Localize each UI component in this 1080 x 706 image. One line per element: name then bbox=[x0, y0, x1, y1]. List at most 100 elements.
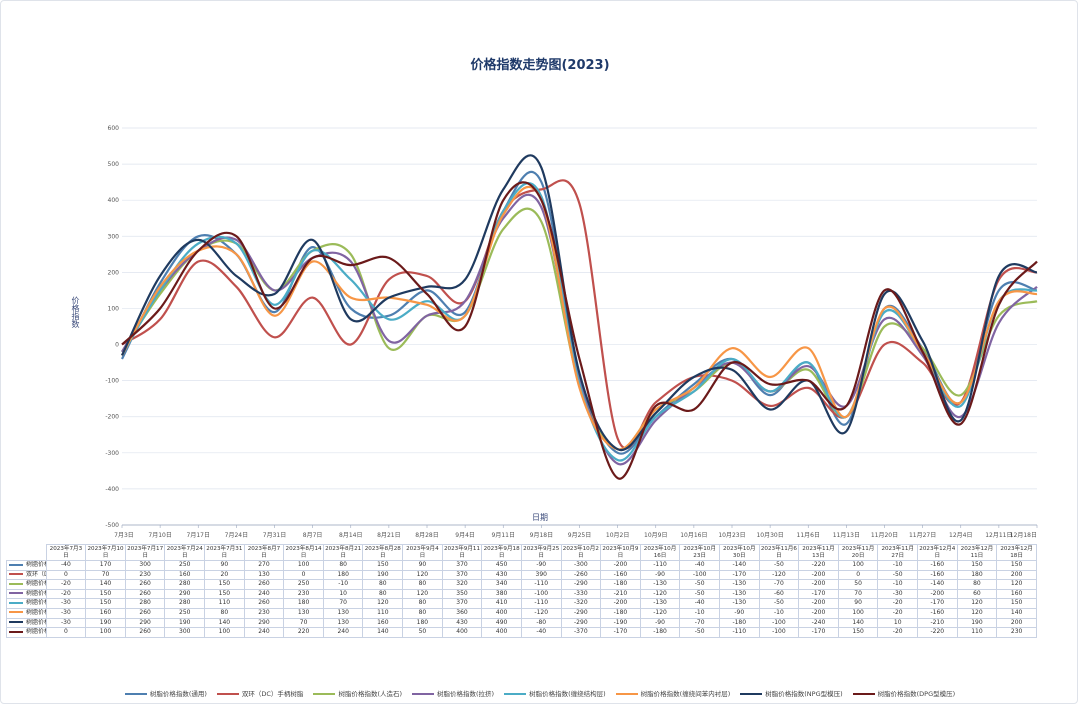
x-tick-label: 9月11日 bbox=[492, 532, 515, 539]
table-cell: 50 bbox=[402, 627, 443, 638]
table-cell: 0 bbox=[837, 569, 879, 581]
series-swatch bbox=[9, 621, 23, 624]
series-name-cell: 树脂价格指数(缠绕间苯内衬层) bbox=[6, 607, 47, 619]
table-cell: -110 bbox=[520, 579, 562, 590]
table-cell: 370 bbox=[441, 569, 483, 581]
legend-label: 树脂价格指数(拉挤) bbox=[437, 690, 495, 698]
table-column-header: 2023年10月30日 bbox=[718, 544, 760, 561]
series-name: 树脂价格指数(缠绕结构层) bbox=[26, 599, 45, 607]
table-cell: -110 bbox=[520, 598, 562, 609]
table-column-header: 2023年7月31日 bbox=[204, 544, 245, 561]
table-cell: -130 bbox=[639, 579, 681, 590]
x-tick-label: 10月23日 bbox=[718, 532, 745, 539]
x-axis-title: 日期 bbox=[532, 513, 548, 522]
x-tick-label: 11月6日 bbox=[797, 532, 820, 539]
table-cell: 150 bbox=[956, 560, 998, 571]
table-cell: 140 bbox=[204, 617, 245, 629]
series-line-1 bbox=[121, 179, 1038, 450]
table-cell: -40 bbox=[679, 598, 720, 609]
table-cell: 160 bbox=[85, 607, 126, 619]
legend-swatch bbox=[412, 693, 435, 695]
table-row: 树脂价格指数(NPG型模压)-3019029019014029070130160… bbox=[6, 617, 1037, 629]
table-cell: -330 bbox=[560, 588, 602, 600]
table-cell: 140 bbox=[362, 627, 404, 638]
table-cell: -180 bbox=[639, 627, 681, 638]
series-name: 树脂价格指数(通用) bbox=[26, 561, 45, 568]
legend-item: 树脂价格指数(拉挤) bbox=[412, 688, 494, 698]
table-cell: -220 bbox=[798, 560, 839, 571]
table-cell: -30 bbox=[877, 588, 919, 600]
table-cell: 20 bbox=[204, 569, 245, 581]
table-cell: 60 bbox=[956, 588, 998, 600]
legend-label: 树脂价格指数(缠绕间苯内衬层) bbox=[640, 690, 731, 698]
series-name-cell: 树脂价格指数(NPG型模压) bbox=[6, 617, 47, 629]
table-cell: 70 bbox=[85, 569, 126, 581]
table-cell: 360 bbox=[441, 607, 483, 619]
table-cell: -20 bbox=[45, 579, 87, 590]
table-cell: 80 bbox=[204, 607, 245, 619]
table-cell: 140 bbox=[85, 579, 126, 590]
table-cell: 250 bbox=[164, 607, 206, 619]
table-cell: 130 bbox=[322, 617, 364, 629]
table-column-header: 2023年12月11日 bbox=[956, 544, 998, 561]
x-tick-label: 11月20日 bbox=[871, 532, 898, 539]
legend-item: 树脂价格指数(NPG型模压) bbox=[740, 688, 843, 698]
table-cell: 160 bbox=[362, 617, 404, 629]
table-cell: 490 bbox=[481, 617, 522, 629]
table-cell: -160 bbox=[917, 569, 958, 581]
table-cell: 400 bbox=[481, 607, 522, 619]
table-cell: -160 bbox=[917, 607, 958, 619]
table-cell: -10 bbox=[758, 607, 800, 619]
y-tick-label: -100 bbox=[105, 378, 119, 385]
table-cell: 80 bbox=[956, 579, 998, 590]
table-cell: 120 bbox=[402, 588, 443, 600]
table-cell: 190 bbox=[164, 617, 206, 629]
table-cell: 340 bbox=[481, 579, 522, 590]
table-cell: -160 bbox=[600, 569, 641, 581]
x-tick-label: 7月24日 bbox=[225, 532, 248, 539]
table-cell: -120 bbox=[758, 569, 800, 581]
table-cell: 350 bbox=[441, 588, 483, 600]
table-cell: -210 bbox=[917, 617, 958, 629]
table-cell: 110 bbox=[956, 627, 998, 638]
table-cell: 400 bbox=[481, 627, 522, 638]
table-cell: 140 bbox=[837, 617, 879, 629]
table-cell: 290 bbox=[164, 588, 206, 600]
table-cell: -10 bbox=[877, 560, 919, 571]
x-tick-label: 8月21日 bbox=[377, 532, 400, 539]
series-name-cell: 双环（DC）手柄树脂 bbox=[6, 569, 47, 581]
table-cell: 230 bbox=[124, 569, 166, 581]
x-tick-label: 8月28日 bbox=[415, 532, 438, 539]
legend-item: 双环（DC）手柄树脂 bbox=[216, 688, 303, 698]
table-column-header: 2023年11月13日 bbox=[798, 544, 839, 561]
table-cell: -10 bbox=[322, 579, 364, 590]
table-cell: -50 bbox=[758, 598, 800, 609]
table-cell: -40 bbox=[45, 560, 87, 571]
table-cell: 230 bbox=[243, 607, 285, 619]
table-cell: 80 bbox=[322, 560, 364, 571]
table-cell: 0 bbox=[45, 627, 87, 638]
table-corner bbox=[7, 545, 47, 561]
table-column-header: 2023年9月4日 bbox=[402, 544, 443, 561]
table-cell: -290 bbox=[560, 579, 602, 590]
table-cell: 290 bbox=[243, 617, 285, 629]
table-cell: -130 bbox=[718, 588, 760, 600]
table-cell: 450 bbox=[481, 560, 522, 571]
table-cell: 70 bbox=[322, 598, 364, 609]
table-cell: -30 bbox=[45, 598, 87, 609]
table-cell: -70 bbox=[679, 617, 720, 629]
y-axis-title: 价格指数 bbox=[71, 296, 80, 328]
table-column-header: 2023年11月27日 bbox=[877, 544, 919, 561]
table-cell: 430 bbox=[441, 617, 483, 629]
x-tick-label: 10月30日 bbox=[756, 532, 783, 539]
series-name: 树脂价格指数(拉挤) bbox=[26, 589, 45, 597]
table-cell: 380 bbox=[481, 588, 522, 600]
series-line-2 bbox=[121, 207, 1038, 451]
table-cell: 180 bbox=[283, 598, 324, 609]
y-tick-label: -300 bbox=[105, 450, 119, 457]
table-cell: -70 bbox=[758, 579, 800, 590]
table-cell: 280 bbox=[164, 579, 206, 590]
table-column-header: 2023年8月7日 bbox=[243, 544, 285, 561]
x-tick-label: 10月9日 bbox=[644, 532, 667, 539]
series-name: 树脂价格指数(人造石) bbox=[26, 580, 45, 588]
